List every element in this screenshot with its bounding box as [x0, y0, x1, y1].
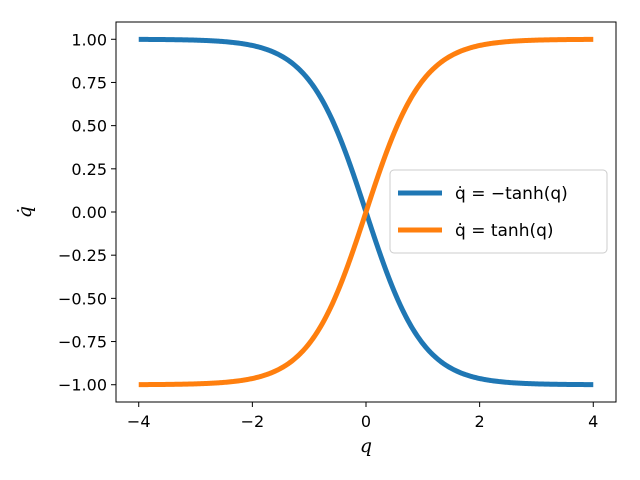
legend-box: [389, 169, 608, 254]
x-tick-label: −2: [241, 412, 265, 431]
series-line-2: [137, 36, 595, 388]
legend-entry-2: q̇ = tanh(q): [455, 221, 554, 241]
y-tick-label: 0.25: [71, 160, 107, 179]
y-tick-label: 0.75: [71, 73, 107, 92]
x-tick-label: 4: [588, 412, 598, 431]
y-tick-label: −0.75: [58, 333, 107, 352]
plot-area: [137, 36, 595, 388]
y-tick-label: −0.25: [58, 246, 107, 265]
y-tick-label: −0.50: [58, 289, 107, 308]
y-tick-label: 0.50: [71, 117, 107, 136]
x-tick-label: −4: [127, 412, 151, 431]
y-tick-label: −1.00: [58, 376, 107, 395]
y-axis-label: q̇: [14, 206, 36, 218]
x-axis-ticks: −4 −2 0 2 4: [127, 402, 598, 431]
plot-frame: [115, 21, 617, 403]
legend-entry-1: q̇ = −tanh(q): [455, 184, 568, 204]
x-tick-label: 0: [361, 412, 371, 431]
x-axis-label: q: [360, 435, 372, 457]
x-tick-label: 2: [475, 412, 485, 431]
y-tick-label: 0.00: [71, 203, 107, 222]
legend: q̇ = −tanh(q) q̇ = tanh(q): [389, 169, 608, 254]
y-axis-ticks: 1.00 0.75 0.50 0.25 0.00 −0.25 −0.50 −0.75 −1.00: [58, 30, 116, 395]
y-tick-label: 1.00: [71, 30, 107, 49]
